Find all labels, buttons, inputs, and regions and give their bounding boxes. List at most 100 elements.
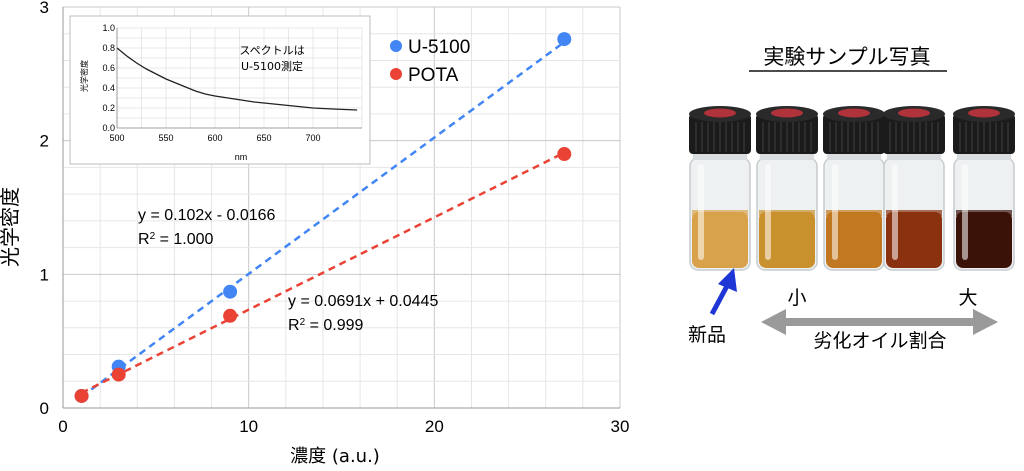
inset-y-tick-label: 1.0: [102, 23, 115, 33]
vial: [883, 106, 945, 271]
inset-y-axis-label: 光学密度: [79, 60, 89, 92]
vial-liquid-surface: [759, 210, 815, 216]
vial-liquid: [759, 212, 815, 268]
inset-frame: [69, 15, 371, 165]
main-axes: 0 10 20 30 0 1 2 3: [40, 0, 630, 436]
photo-title: 実験サンプル写真: [763, 45, 930, 69]
y-axis-label: 光学密度: [0, 187, 22, 267]
x-tick-label: 0: [58, 417, 67, 436]
vial-glass: [823, 157, 885, 271]
vial-liquid: [692, 212, 748, 268]
y-tick-label: 2: [40, 132, 49, 151]
inset-x-axis-label: nm: [235, 152, 248, 162]
vial-glass: [756, 157, 818, 271]
fit-line-u5100: [80, 41, 566, 398]
legend-marker-u5100: [390, 40, 402, 52]
vial-glass: [883, 157, 945, 271]
fit-annotation-pota: y = 0.0691x + 0.0445 R2 = 0.999: [288, 293, 438, 334]
fit-r2-pota: R2 = 0.999: [288, 317, 364, 335]
y-tick-label: 0: [40, 399, 49, 418]
vial: [756, 106, 818, 271]
vial-cap: [756, 114, 818, 154]
vial-cap-top: [883, 106, 945, 122]
fit-equation-pota: y = 0.0691x + 0.0445: [288, 293, 438, 310]
vial-liquid: [826, 212, 882, 268]
inset-x-tick-label: 700: [305, 133, 320, 143]
vial-glass: [689, 157, 751, 271]
vial-liquid-surface: [956, 210, 1012, 216]
legend-label-u5100: U-5100: [408, 37, 470, 58]
data-point-pota: [74, 388, 89, 403]
vial-cap-top: [823, 106, 885, 122]
inset-x-tick-label: 500: [109, 133, 124, 143]
inset-x-tick-label: 600: [207, 133, 222, 143]
vial-septum: [838, 108, 870, 118]
vial-cap: [689, 114, 751, 154]
ratio-double-arrow: [761, 309, 998, 335]
inset-y-tick-label: 0.8: [102, 43, 115, 53]
vial-liquid: [956, 212, 1012, 268]
ratio-label: 劣化オイル割合: [813, 330, 946, 352]
legend: U-5100 POTA: [390, 37, 470, 86]
vial-cap: [883, 114, 945, 154]
vial-septum: [898, 108, 930, 118]
data-point-u5100: [223, 284, 238, 299]
large-label: 大: [958, 287, 977, 309]
new-label: 新品: [688, 324, 726, 346]
vial-highlight: [765, 164, 771, 260]
vial-cap: [823, 114, 885, 154]
x-tick-label: 10: [239, 417, 258, 436]
data-points: [74, 32, 572, 403]
vial-neck: [760, 148, 814, 160]
fit-lines: [80, 41, 566, 398]
vial-septum: [771, 108, 803, 118]
vial-septum: [704, 108, 736, 118]
vial-neck: [693, 148, 747, 160]
vial-glass: [953, 157, 1015, 271]
vials: [689, 106, 1015, 271]
vial-liquid-surface: [886, 210, 942, 216]
vial-neck: [887, 148, 941, 160]
vial: [823, 106, 885, 271]
vial-cap-top: [756, 106, 818, 122]
vial-highlight: [962, 164, 968, 260]
y-tick-label: 3: [40, 0, 49, 17]
fit-r2-u5100: R2 = 1.000: [138, 231, 214, 249]
vial-highlight: [698, 164, 704, 260]
data-point-pota: [557, 147, 572, 162]
data-point-u5100: [557, 32, 572, 47]
y-tick-label: 1: [40, 265, 49, 284]
fit-annotation-u5100: y = 0.102x - 0.0166 R2 = 1.000: [138, 207, 276, 248]
legend-label-pota: POTA: [408, 65, 459, 86]
inset-y-tick-label: 0.6: [102, 63, 115, 73]
x-tick-label: 20: [425, 417, 444, 436]
vial: [689, 106, 751, 271]
data-point-pota: [111, 367, 126, 382]
legend-marker-pota: [390, 68, 402, 80]
inset-annotation-line2: U-5100測定: [241, 59, 303, 73]
vial-cap: [953, 114, 1015, 154]
inset-x-tick-label: 650: [256, 133, 271, 143]
vial-liquid: [886, 212, 942, 268]
inset-chart: 500 550 600 650 700 0.0 0.2 0.4 0.6 0.8 1.0 光学密度 n…: [69, 15, 371, 165]
inset-y-tick-label: 0.0: [102, 123, 115, 133]
inset-y-tick-label: 0.2: [102, 103, 115, 113]
fit-equation-u5100: y = 0.102x - 0.0166: [138, 207, 276, 224]
inset-annotation-line1: スペクトルは: [239, 44, 304, 57]
vial-neck: [827, 148, 881, 160]
vial-cap-top: [953, 106, 1015, 122]
x-axis-label: 濃度 (a.u.): [290, 446, 380, 467]
vial-highlight: [892, 164, 898, 260]
vial-septum: [968, 108, 1000, 118]
inset-grid: [116, 27, 363, 129]
fit-line-pota: [81, 151, 565, 394]
vial-neck: [957, 148, 1011, 160]
vial-liquid-surface: [826, 210, 882, 216]
inset-axes: 500 550 600 650 700 0.0 0.2 0.4 0.6 0.8 1.0: [102, 23, 362, 143]
inset-x-tick-label: 550: [158, 133, 173, 143]
main-chart: 0 10 20 30 0 1 2 3 光学密度 濃度 (a.u.) U-5100 POTA y…: [0, 0, 630, 467]
new-arrow: [709, 268, 737, 316]
small-label: 小: [787, 287, 806, 309]
x-tick-label: 30: [611, 417, 630, 436]
inset-spectrum-line: [116, 47, 358, 111]
